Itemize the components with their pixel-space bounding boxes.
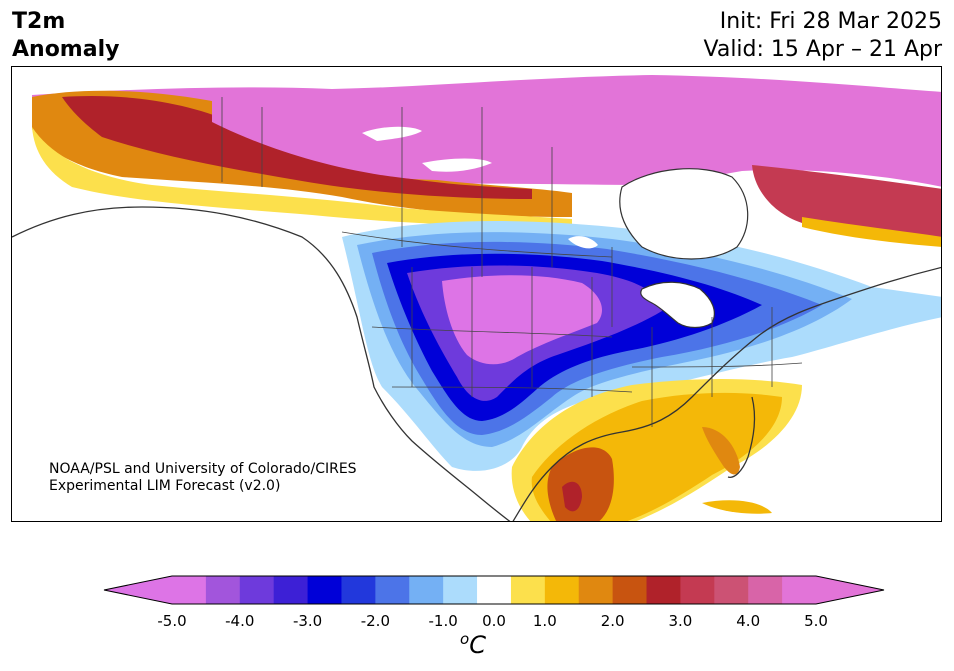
colorbar-swatch [748, 576, 783, 604]
anomaly-warm-band-west-core [62, 96, 532, 199]
great-lakes [640, 281, 715, 329]
credit-line-2: Experimental LIM Forecast (v2.0) [49, 478, 281, 494]
colorbar-tick-label: 3.0 [668, 612, 693, 630]
colorbar-extend-low [104, 576, 172, 604]
colorbar [103, 575, 885, 605]
title-block: T2m Anomaly [12, 8, 119, 64]
anomaly-cold-core [442, 275, 602, 365]
colorbar-swatch [443, 576, 478, 604]
colorbar-tick-label: -2.0 [360, 612, 390, 630]
colorbar-tick-label: -4.0 [225, 612, 255, 630]
colorbar-swatch [239, 576, 275, 604]
map-canvas [12, 75, 941, 521]
anomaly-cuba-warm [702, 500, 772, 514]
colorbar-swatch [307, 576, 342, 604]
hudson-bay [619, 168, 749, 260]
colorbar-tick-label: -5.0 [157, 612, 187, 630]
variable-title: T2m [12, 9, 66, 34]
colorbar-swatch [544, 576, 580, 604]
init-date: Init: Fri 28 Mar 2025 [719, 9, 942, 34]
colorbar-swatch [782, 576, 817, 604]
colorbar-swatch [680, 576, 715, 604]
colorbar-swatch [172, 576, 207, 604]
anomaly-map [11, 66, 942, 522]
colorbar-tick-label: 0.0 [482, 612, 506, 630]
anomaly-arctic-core [212, 92, 632, 181]
colorbar-swatch [273, 576, 309, 604]
colorbar-tick-label: -3.0 [292, 612, 323, 630]
colorbar-swatch [205, 576, 241, 604]
anomaly-warm-band-east [752, 165, 941, 243]
colorbar-outline [103, 575, 885, 605]
colorbar-swatch [341, 576, 376, 604]
colorbar-swatch [612, 576, 648, 604]
colorbar-tick-label: 4.0 [736, 612, 761, 630]
date-block: Init: Fri 28 Mar 2025 Valid: 15 Apr – 21… [704, 8, 943, 64]
field-title: Anomaly [12, 37, 120, 62]
anomaly-warm-south-max [562, 481, 582, 512]
lake-patch-west [362, 126, 422, 141]
anomaly-warm-south-core [547, 447, 614, 521]
colorbar-svg [103, 575, 885, 605]
anomaly-warm-band-west-yellow [32, 127, 572, 227]
colorbar-swatch [578, 576, 614, 604]
colorbar-swatch [510, 576, 546, 604]
anomaly-florida-warm [702, 427, 740, 475]
lake-patch-central [568, 236, 598, 249]
unit-base: C [469, 631, 486, 659]
unit-degree: o [460, 630, 470, 648]
colorbar-swatch [646, 576, 681, 604]
valid-range: Valid: 15 Apr – 21 Apr [703, 37, 943, 62]
anomaly-warm-band-east-yellow [802, 217, 941, 247]
unit-label: oC [460, 630, 486, 659]
credit-line-1: NOAA/PSL and University of Colorado/CIRE… [49, 461, 357, 477]
political-borders [221, 97, 803, 427]
lake-patch-north [422, 158, 492, 172]
colorbar-swatch [714, 576, 749, 604]
colorbar-tick-label: 1.0 [532, 612, 557, 630]
colorbar-extend-high [816, 576, 884, 604]
colorbar-tick-label: 5.0 [804, 612, 828, 630]
data-credit: NOAA/PSL and University of Colorado/CIRE… [49, 461, 357, 495]
colorbar-swatch [409, 576, 444, 604]
colorbar-tick-label: -1.0 [428, 612, 458, 630]
colorbar-swatch [375, 576, 410, 604]
coastlines [12, 206, 941, 521]
colorbar-tick-label: 2.0 [600, 612, 625, 630]
colorbar-swatch [477, 576, 512, 604]
